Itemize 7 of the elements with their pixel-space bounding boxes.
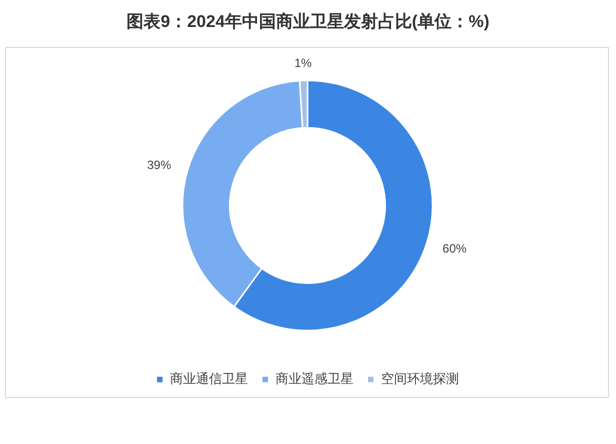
data-label: 39%	[147, 158, 172, 172]
chart-title: 图表9：2024年中国商业卫星发射占比(单位：%)	[126, 11, 490, 33]
legend-label: 空间环境探测	[380, 371, 459, 386]
legend-label: 商业通信卫星	[170, 371, 248, 386]
legend-label: 商业遥感卫星	[275, 371, 354, 386]
data-label: 60%	[442, 242, 467, 256]
data-label: 1%	[294, 56, 312, 70]
